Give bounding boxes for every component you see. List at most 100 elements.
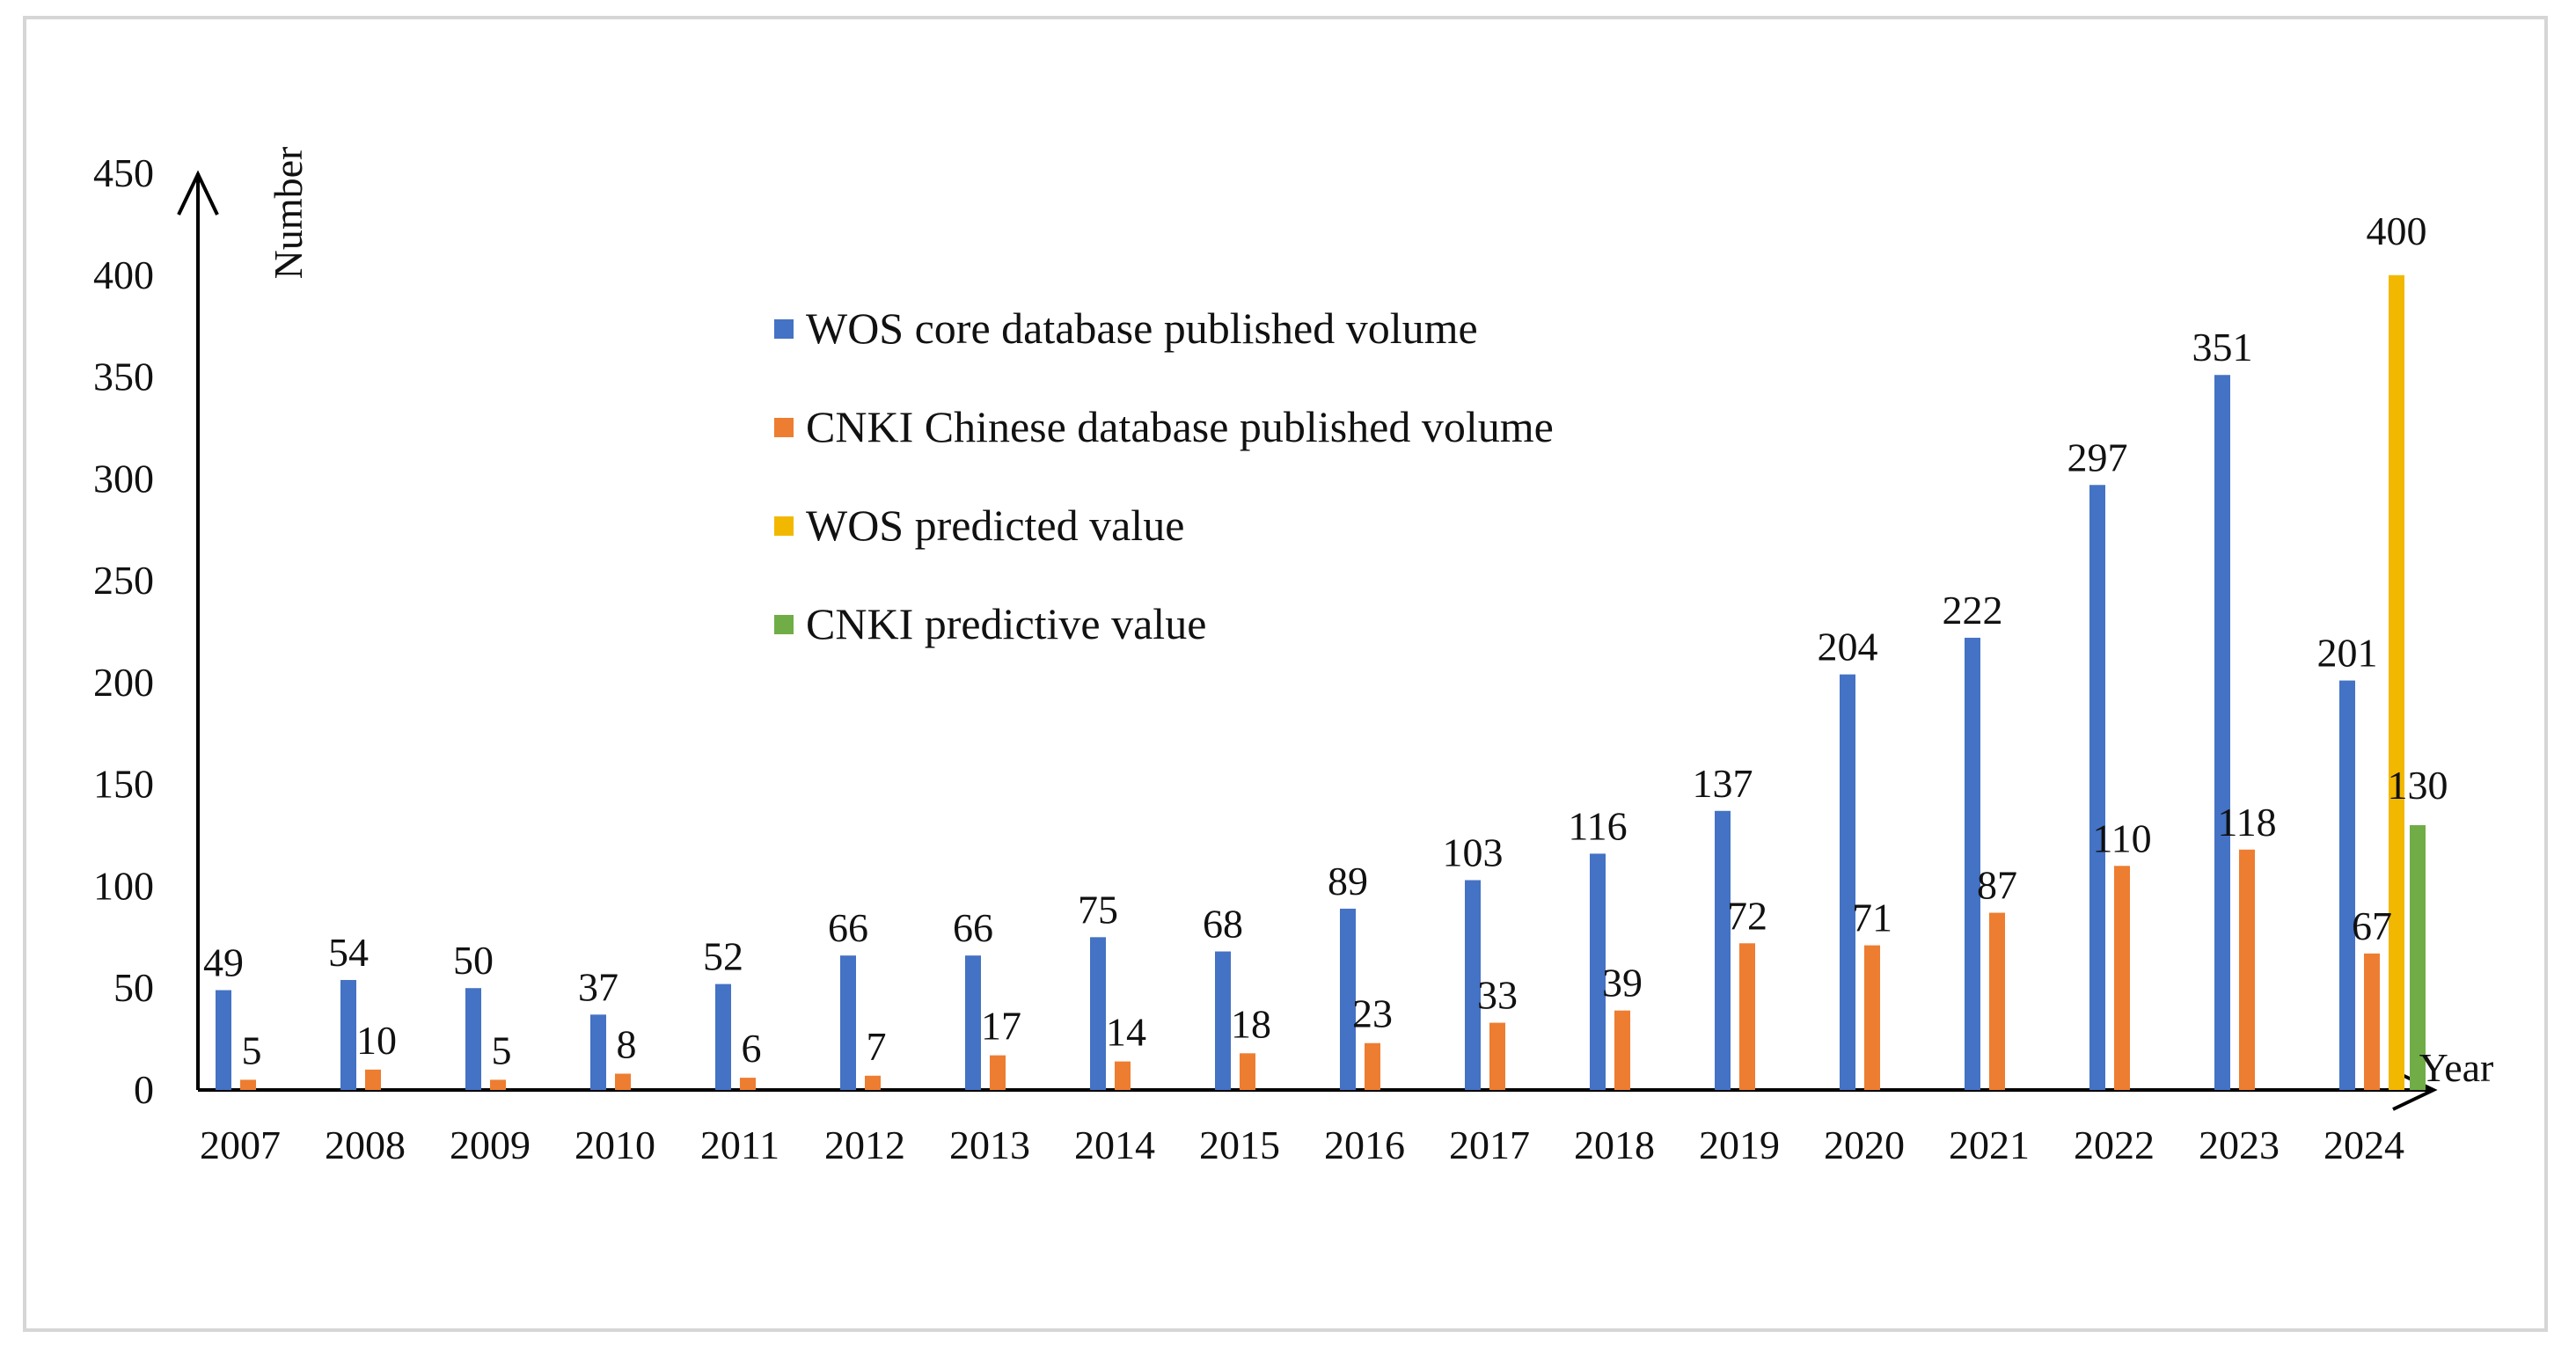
y-tick-label: 0 — [134, 1067, 154, 1112]
legend-label-0: WOS core database published volume — [806, 304, 1478, 353]
x-tick-label: 2007 — [200, 1123, 281, 1167]
bar-wos-2008 — [340, 979, 356, 1090]
bar-cnki-2018 — [1614, 1010, 1630, 1090]
x-tick-label: 2024 — [2324, 1123, 2404, 1167]
label-cnki-2009: 5 — [492, 1028, 512, 1072]
bars — [216, 274, 2426, 1090]
label-cnki-2023: 118 — [2217, 800, 2276, 845]
legend-label-3: CNKI predictive value — [806, 599, 1206, 648]
x-tick-label: 2015 — [1199, 1123, 1280, 1167]
label-wos-2022: 297 — [2067, 435, 2128, 479]
y-tick-label: 150 — [93, 762, 154, 807]
bar-wos-2024 — [2339, 680, 2355, 1090]
bar-wos-2007 — [216, 990, 231, 1090]
x-tick-label: 2012 — [824, 1123, 905, 1167]
bar-wos-2012 — [840, 955, 856, 1090]
y-tick-label: 300 — [93, 456, 154, 501]
bar-wos-2009 — [465, 988, 481, 1090]
label-wos-2021: 222 — [1943, 588, 2003, 633]
label-wos-2020: 204 — [1818, 625, 1878, 669]
bar-cnki-2009 — [490, 1079, 506, 1090]
x-tick-label: 2010 — [574, 1123, 655, 1167]
x-tick-label: 2009 — [450, 1123, 531, 1167]
bar-wos-2015 — [1215, 951, 1231, 1090]
label-wos-2017: 103 — [1443, 830, 1504, 874]
x-tick-label: 2018 — [1574, 1123, 1655, 1167]
x-tick-labels: 2007 2008 2009 2010 2011 2012 2013 2014 2015 2016… — [200, 1123, 2404, 1167]
legend: WOS core database published volume CNKI C… — [774, 304, 1554, 648]
label-cnki-2012: 7 — [867, 1024, 887, 1069]
bar-chart: 0 50 100 150 200 250 300 350 400 450 2007 2008 2009… — [93, 147, 2494, 1167]
label-wos-2014: 75 — [1078, 887, 1118, 932]
x-tick-label: 2013 — [949, 1123, 1030, 1167]
label-wos-2011: 52 — [703, 934, 743, 979]
y-tick-labels: 0 50 100 150 200 250 300 350 400 450 — [93, 150, 154, 1112]
label-cnki-2024: 67 — [2352, 903, 2392, 948]
label-cnki-2021: 87 — [1977, 863, 2017, 908]
bar-cnki-2007 — [240, 1079, 256, 1090]
label-wos-2013: 66 — [953, 905, 993, 950]
x-tick-label: 2020 — [1824, 1123, 1905, 1167]
y-axis-arrow — [177, 170, 219, 216]
label-cnki-2016: 23 — [1352, 991, 1393, 1036]
label-cnki-2008: 10 — [356, 1018, 397, 1063]
bar-cnki-predicted-2024 — [2410, 824, 2426, 1090]
label-cnki-2022: 110 — [2092, 815, 2151, 860]
label-wos-2015: 68 — [1203, 902, 1243, 947]
bar-cnki-2012 — [865, 1075, 881, 1090]
bar-wos-2013 — [965, 955, 981, 1090]
y-tick-label: 100 — [93, 863, 154, 908]
bar-wos-2021 — [1965, 637, 1980, 1090]
x-tick-label: 2019 — [1699, 1123, 1780, 1167]
label-wos-2008: 54 — [328, 930, 369, 975]
legend-label-2: WOS predicted value — [806, 501, 1184, 550]
x-tick-label: 2014 — [1074, 1123, 1155, 1167]
bar-wos-2018 — [1590, 853, 1606, 1090]
bar-cnki-2010 — [615, 1073, 631, 1090]
bar-cnki-2019 — [1739, 943, 1755, 1090]
bar-cnki-2022 — [2114, 866, 2130, 1090]
bar-cnki-2021 — [1989, 912, 2005, 1090]
y-tick-label: 400 — [93, 252, 154, 297]
label-wos-2024: 201 — [2317, 631, 2378, 676]
label-cnki-2014: 14 — [1106, 1010, 1146, 1055]
bar-cnki-2008 — [365, 1069, 381, 1090]
legend-swatch-3 — [774, 615, 794, 634]
bar-wos-2020 — [1840, 674, 1855, 1090]
bar-cnki-2024 — [2364, 953, 2380, 1090]
y-tick-label: 250 — [93, 558, 154, 603]
bar-wos-2014 — [1090, 937, 1106, 1090]
x-tick-label: 2011 — [700, 1123, 779, 1167]
legend-swatch-1 — [774, 418, 794, 437]
label-wos-2016: 89 — [1328, 859, 1368, 903]
label-wos-predicted-2024: 400 — [2367, 208, 2427, 253]
label-wos-2009: 50 — [453, 938, 494, 983]
bar-wos-2016 — [1340, 908, 1356, 1090]
bar-cnki-2017 — [1489, 1022, 1505, 1090]
x-axis-title: Year — [2419, 1045, 2494, 1090]
label-wos-2019: 137 — [1693, 761, 1753, 806]
label-wos-2007: 49 — [203, 940, 244, 985]
legend-label-1: CNKI Chinese database published volume — [806, 402, 1554, 451]
legend-swatch-2 — [774, 516, 794, 536]
y-tick-label: 200 — [93, 660, 154, 705]
x-tick-label: 2016 — [1324, 1123, 1405, 1167]
label-cnki-2010: 8 — [617, 1021, 637, 1066]
label-wos-2018: 116 — [1568, 803, 1627, 848]
label-cnki-2011: 6 — [742, 1026, 762, 1071]
x-tick-label: 2008 — [325, 1123, 406, 1167]
label-cnki-2019: 72 — [1727, 893, 1767, 938]
y-tick-label: 350 — [93, 355, 154, 399]
bar-wos-2017 — [1465, 880, 1481, 1090]
x-tick-label: 2023 — [2199, 1123, 2280, 1167]
bar-wos-2010 — [590, 1014, 606, 1090]
bar-cnki-2023 — [2239, 849, 2255, 1090]
bar-cnki-2013 — [990, 1055, 1006, 1090]
bar-wos-2022 — [2089, 485, 2105, 1090]
bar-wos-2011 — [715, 984, 731, 1090]
bar-wos-2023 — [2214, 375, 2230, 1090]
bar-wos-predicted-2024 — [2389, 274, 2404, 1090]
x-axis-arrow — [2392, 1069, 2438, 1111]
bar-cnki-2016 — [1365, 1042, 1380, 1090]
x-tick-label: 2021 — [1949, 1123, 2030, 1167]
